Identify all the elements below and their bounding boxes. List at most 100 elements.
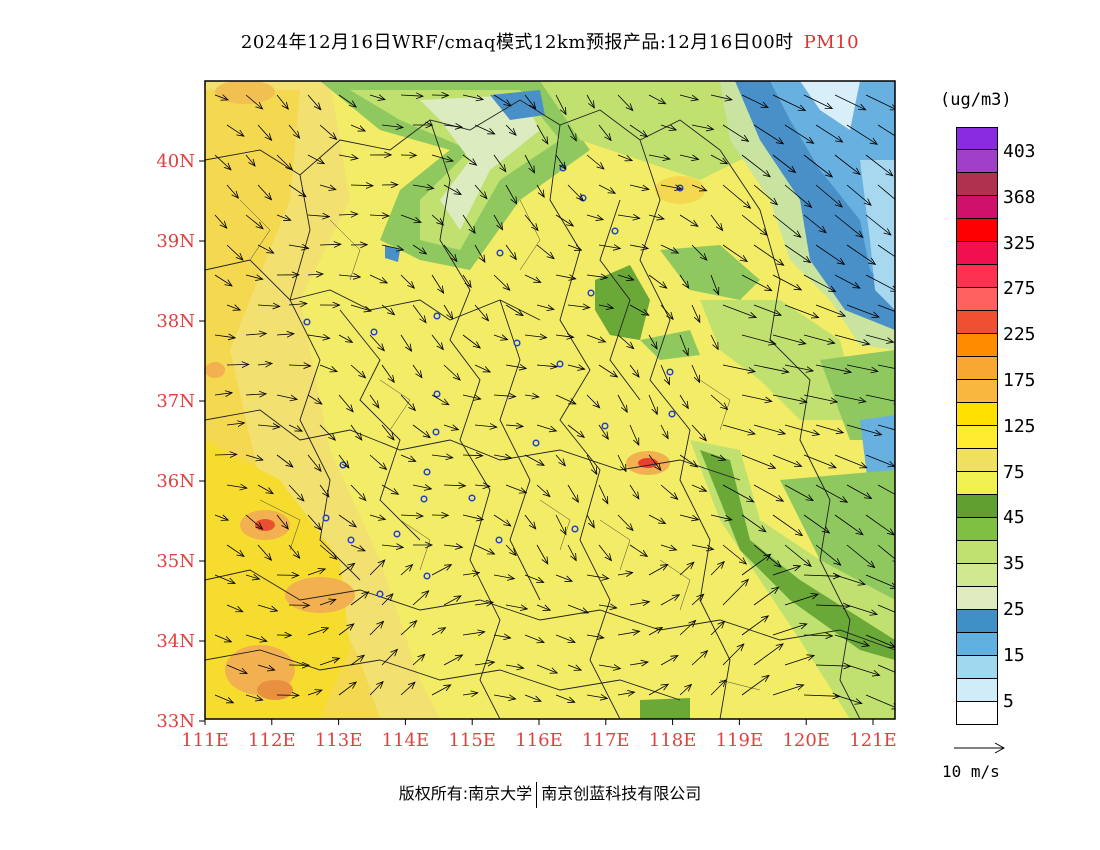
wind-arrow [691,484,707,491]
wind-arrow [400,394,415,411]
wind-arrow [660,656,678,666]
wind-arrow [784,184,812,207]
concentration-field [205,81,895,719]
lon-label: 111E [181,730,229,751]
wind-arrow [288,484,304,501]
wind-arrow [214,393,232,395]
wind-arrow [524,335,547,338]
wind-arrow [505,184,517,204]
wind-arrow [257,305,280,306]
wind-arrow [629,424,639,445]
wind-arrow [629,662,648,665]
legend-swatch [956,518,998,541]
wind-arrow [412,244,426,254]
wind-arrow [462,395,481,399]
wind-arrow [493,575,514,579]
wind-arrow [493,274,510,290]
wind-arrow [369,274,387,283]
wind-arrow [722,484,754,502]
wind-arrow [350,544,365,551]
wind-arrow [400,214,421,222]
legend-swatch [956,357,998,380]
wind-arrow [815,424,843,433]
wind-arrow [307,215,329,217]
wind-arrow [629,185,649,189]
latitude-axis: 40N 39N 38N 37N 36N 35N 34N 33N [156,151,205,732]
wind-arrow [443,244,457,261]
wind-arrow [586,514,594,528]
wind-arrow [400,334,412,351]
wind-arrow [865,514,894,535]
lon-label: 116E [515,730,563,751]
wind-arrow [629,364,639,377]
copyright-company: 南京创蓝科技有限公司 [541,784,702,803]
wind-arrow [617,334,634,349]
wind-arrow [462,214,475,233]
wind-arrow [524,395,539,397]
wind-arrow [784,424,819,435]
wind-arrow [350,655,364,666]
wind-arrow [741,514,766,532]
wind-arrow [691,424,706,441]
wind-arrow [834,274,860,288]
wind-arrow [555,94,566,115]
wind-arrow [555,574,572,581]
title-text: 2024年12月16日WRF/cmaq模式12km预报产品:12月16日00时 [240,32,794,53]
lat-label: 37N [156,391,195,412]
wind-arrow [338,394,353,412]
wind-arrow [226,604,243,612]
wind-arrow [319,185,336,190]
wind-arrow [691,184,707,191]
lon-label: 113E [315,730,363,751]
wind-arrow [660,304,673,319]
wind-arrow [722,424,755,434]
wind-arrow [338,514,356,527]
wind-arrow [710,274,719,295]
wind-arrow [846,364,878,371]
wind-arrow [834,574,865,585]
wind-arrow [381,304,395,315]
wind-arrow [555,214,573,226]
wind-arrow [505,425,523,426]
wind-arrow [214,274,232,286]
wind-arrow [598,424,608,439]
wind-arrow [772,214,801,237]
legend-label: 5 [1003,690,1014,712]
wind-arrow [691,594,704,606]
lat-label: 34N [156,631,195,652]
wind-arrow [710,154,727,164]
footer-separator [536,781,538,808]
wind-arrow [505,605,527,609]
wind-arrow [245,214,263,229]
wind-arrow [493,94,511,106]
wind-arrow [462,94,483,100]
legend-label: 225 [1003,324,1036,346]
wind-arrow [369,682,383,696]
wind-arrow [257,124,272,140]
wind-arrow [803,514,829,533]
wind-arrow [474,364,490,372]
wind-arrow [555,394,576,404]
wind-arrow [741,334,776,344]
wind-arrow [443,596,461,606]
wind-arrow [381,594,393,606]
wind-arrow [815,244,844,264]
wind-arrow [834,454,867,468]
wind-arrow [276,334,294,335]
wind-arrow [412,185,434,189]
wind-arrow [660,185,682,189]
wind-arrow [803,94,832,109]
wind-arrow [772,685,804,696]
wind-arrow [505,124,516,135]
wind-arrow [536,305,554,310]
wind-arrow [877,544,895,563]
wind-arrow [741,616,768,636]
wind-arrow [617,692,635,695]
wind-reference-label: 10 m/s [942,762,1000,781]
wind-arrow [753,184,777,205]
lat-label: 36N [156,471,195,492]
legend-swatch [956,702,998,725]
legend-label: 325 [1003,232,1036,254]
wind-arrow [319,244,341,245]
wind-arrow [307,154,324,164]
